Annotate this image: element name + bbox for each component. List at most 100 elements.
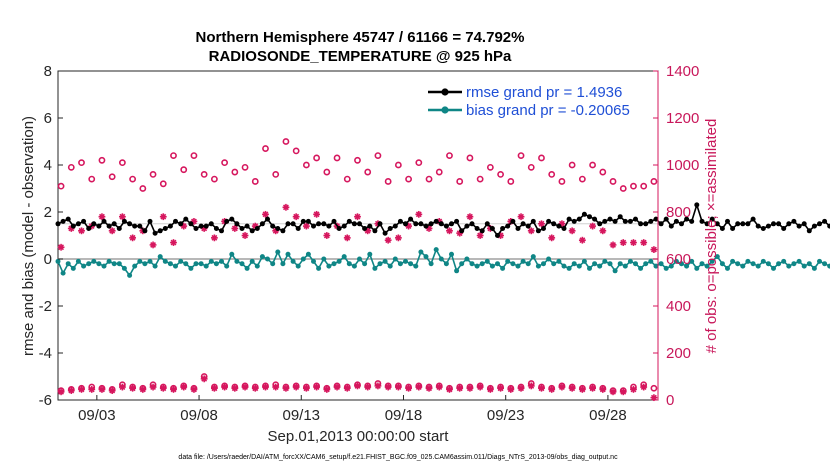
- obs-possible-marker: [548, 170, 556, 178]
- low-obs-assimilated-marker: [98, 386, 106, 393]
- obs-assimilated-marker-stroke: [160, 213, 167, 220]
- obs-possible-marker: [384, 178, 392, 185]
- bias-point: [111, 261, 117, 267]
- bias-point: [346, 261, 352, 267]
- obs-assimilated-marker: [354, 213, 361, 221]
- rmse-point: [305, 218, 311, 224]
- rmse-point: [684, 216, 690, 222]
- obs-assimilated-marker-stroke: [211, 234, 218, 241]
- low-obs-assimilated-marker-stroke: [150, 384, 157, 391]
- bias-point: [203, 263, 209, 269]
- rmse-point: [760, 226, 766, 231]
- bias-point: [592, 261, 598, 267]
- rmse-point: [806, 228, 812, 234]
- low-obs-assimilated-marker-stroke: [180, 384, 187, 391]
- bias-point: [397, 261, 403, 267]
- bias-point: [249, 258, 255, 264]
- bias-point: [571, 261, 577, 267]
- low-obs-assimilated-marker: [435, 383, 443, 391]
- rmse-point: [367, 223, 373, 229]
- bias-point: [234, 258, 240, 264]
- rmse-point: [495, 233, 500, 238]
- bias-point: [760, 258, 766, 264]
- obs-assimilated-marker-stroke: [58, 244, 65, 251]
- rmse-point: [259, 221, 265, 227]
- rmse-point: [587, 214, 592, 220]
- low-obs-assimilated-marker: [149, 383, 157, 391]
- obs-possible-marker: [272, 170, 280, 178]
- bias-point: [326, 263, 332, 269]
- obs-possible-marker: [343, 175, 351, 183]
- low-obs-assimilated-marker: [374, 382, 382, 390]
- bias-point: [489, 263, 495, 269]
- low-obs-assimilated-marker-stroke: [231, 385, 238, 392]
- obs-assimilated-marker-stroke: [446, 227, 453, 234]
- rmse-point: [265, 216, 270, 222]
- bias-point: [709, 258, 715, 264]
- obs-assimilated-marker-stroke: [538, 220, 545, 227]
- low-obs-assimilated-marker: [548, 386, 556, 393]
- obs-assimilated-marker-stroke: [650, 246, 657, 253]
- y-axis-label-right: # of obs: o=possible; ×=assimilated: [703, 119, 720, 354]
- rmse-point: [515, 226, 521, 231]
- rmse-point: [443, 223, 449, 229]
- rmse-point: [162, 226, 168, 231]
- left-tick-label: -6: [39, 392, 52, 409]
- rmse-point: [183, 216, 189, 222]
- bias-point: [643, 261, 649, 267]
- rmse-point: [750, 216, 756, 222]
- low-obs-assimilated-marker: [108, 387, 116, 394]
- bias-point: [597, 263, 603, 269]
- bias-point: [648, 258, 654, 264]
- low-obs-assimilated-marker-stroke: [599, 386, 606, 393]
- low-obs-assimilated-marker: [405, 384, 412, 392]
- obs-assimilated-marker-stroke: [119, 213, 126, 220]
- low-obs-assimilated-marker-stroke: [68, 387, 75, 394]
- bias-point: [699, 261, 705, 267]
- rmse-point: [689, 218, 695, 224]
- bias-point: [178, 258, 184, 264]
- bias-point: [213, 261, 219, 267]
- obs-assimilated-marker: [630, 239, 637, 246]
- rmse-point: [479, 228, 485, 234]
- right-tick-label: 0: [666, 392, 674, 409]
- bias-point: [612, 268, 618, 274]
- rmse-point: [822, 218, 828, 224]
- rmse-point: [81, 218, 87, 224]
- low-obs-assimilated-marker-stroke: [211, 385, 218, 392]
- bias-point: [157, 254, 163, 260]
- bias-point: [331, 261, 337, 267]
- bias-point: [280, 261, 286, 267]
- obs-possible-marker: [57, 182, 65, 190]
- bias-point: [673, 258, 679, 264]
- right-axis-ticks: 0 200 400 600 800 1000 1200 1400: [653, 63, 699, 409]
- rmse-point: [357, 221, 362, 227]
- low-obs-assimilated-marker-stroke: [272, 384, 279, 391]
- low-obs-assimilated-marker: [67, 387, 75, 394]
- rmse-point: [796, 223, 802, 229]
- obs-assimilated-marker: [568, 227, 576, 235]
- rmse-point: [372, 228, 378, 234]
- obs-assimilated-marker: [538, 220, 545, 228]
- obs-possible-marker: [374, 152, 382, 159]
- bias-point: [479, 261, 485, 267]
- x-tick-label: 09/03: [78, 407, 116, 424]
- low-obs-assimilated-marker: [384, 383, 392, 391]
- rmse-point: [147, 218, 153, 224]
- bias-point: [362, 261, 368, 267]
- bias-point: [305, 251, 311, 257]
- obs-assimilated-marker-stroke: [354, 213, 361, 220]
- low-obs-assimilated-marker-stroke: [415, 384, 422, 391]
- bias-point: [505, 258, 511, 264]
- rmse-point: [464, 223, 470, 229]
- bias-point: [106, 258, 112, 264]
- obs-possible-marker: [394, 161, 402, 169]
- rmse-point: [91, 221, 97, 227]
- low-obs-assimilated-marker-stroke: [650, 394, 657, 401]
- obs-assimilated-marker-stroke: [170, 239, 177, 246]
- rmse-point: [622, 218, 628, 224]
- obs-possible-marker: [364, 168, 372, 176]
- obs-possible-marker: [221, 159, 229, 167]
- bias-point: [265, 256, 270, 262]
- low-obs-assimilated-marker-stroke: [579, 386, 586, 393]
